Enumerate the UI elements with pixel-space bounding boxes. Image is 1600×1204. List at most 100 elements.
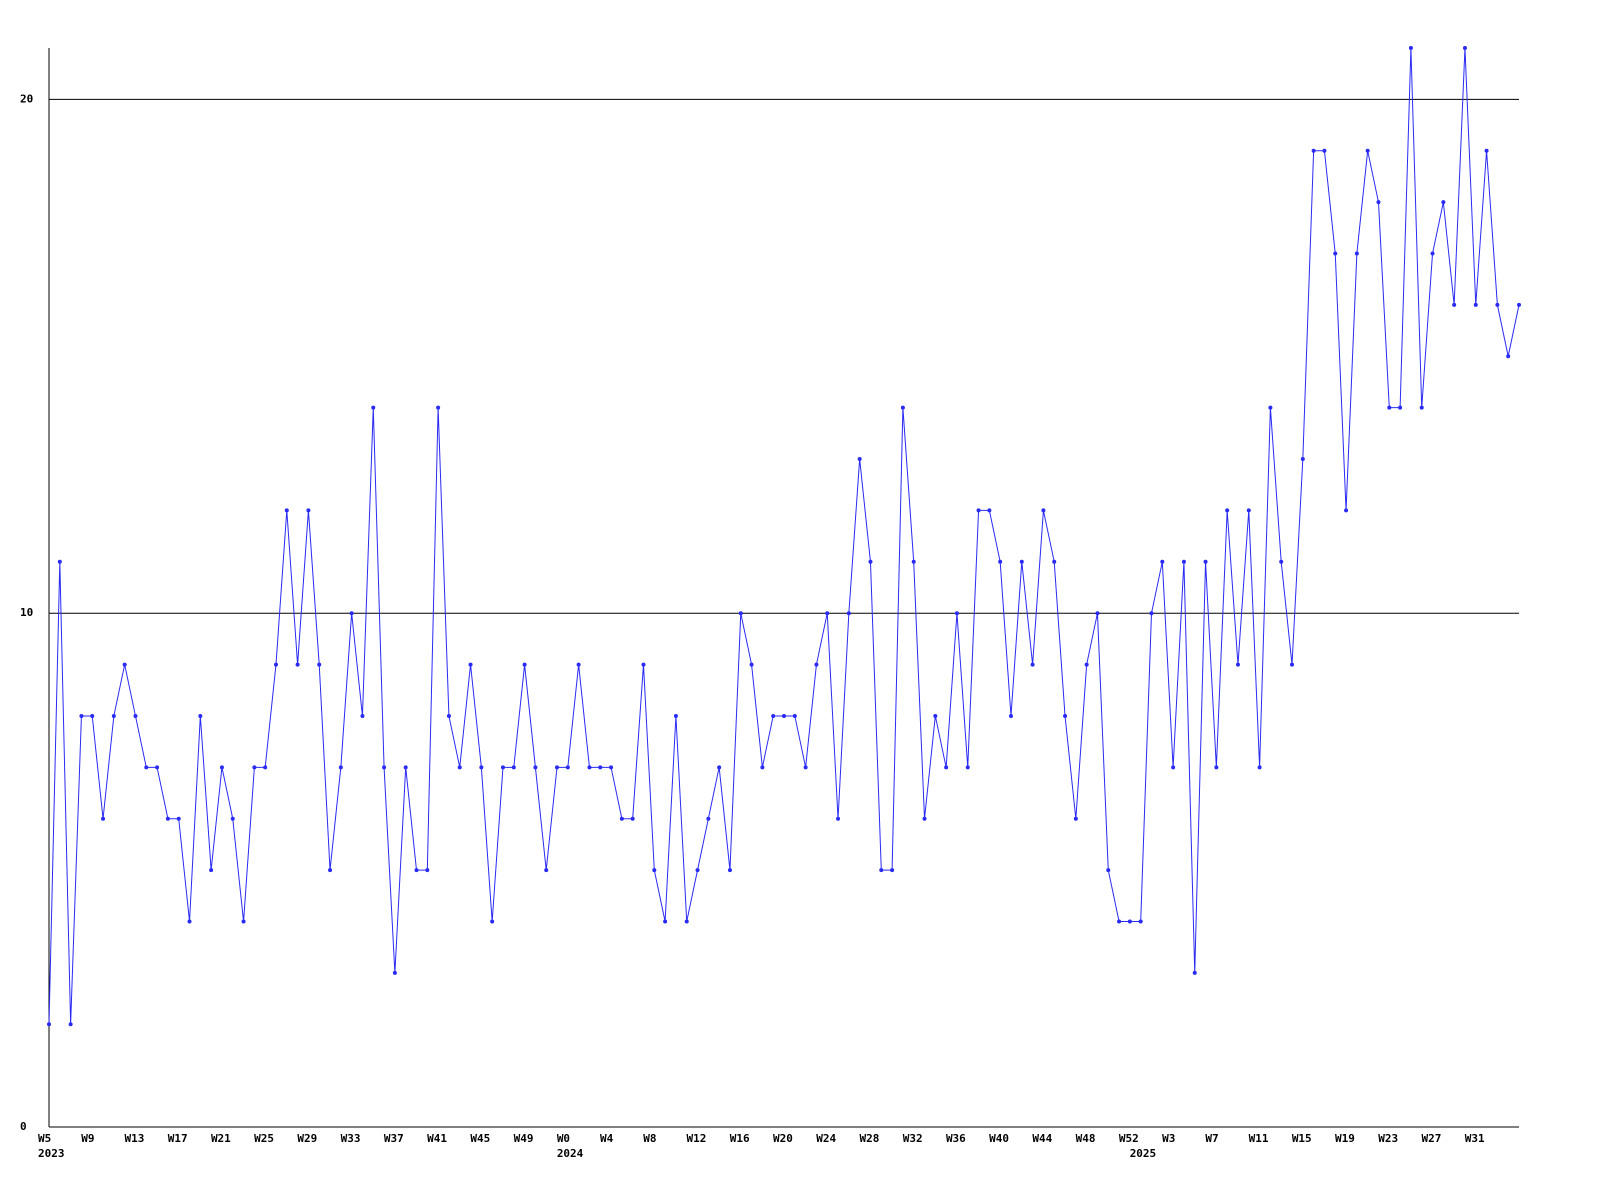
data-point xyxy=(1041,508,1046,513)
data-point xyxy=(57,559,62,564)
x-tick-label: W40 xyxy=(989,1132,1009,1145)
data-point xyxy=(1484,148,1489,153)
data-point xyxy=(1149,611,1154,616)
data-point xyxy=(684,919,689,924)
data-point xyxy=(1019,559,1024,564)
data-point xyxy=(1300,457,1305,462)
data-point xyxy=(414,868,419,873)
x-tick-label: W23 xyxy=(1378,1132,1398,1145)
data-point xyxy=(403,765,408,770)
data-point xyxy=(522,662,527,667)
data-point xyxy=(263,765,268,770)
data-point xyxy=(555,765,560,770)
data-point xyxy=(241,919,246,924)
data-point xyxy=(1181,559,1186,564)
data-point xyxy=(209,868,214,873)
data-point xyxy=(1246,508,1251,513)
data-point xyxy=(738,611,743,616)
x-year-label: 2023 xyxy=(38,1147,65,1160)
data-point xyxy=(965,765,970,770)
data-point xyxy=(663,919,668,924)
x-tick-label: W5 xyxy=(38,1132,51,1145)
data-point xyxy=(890,868,895,873)
data-point xyxy=(1419,405,1424,410)
data-point xyxy=(133,713,138,718)
data-point xyxy=(619,816,624,821)
data-point xyxy=(371,405,376,410)
x-tick-label: W37 xyxy=(384,1132,404,1145)
data-point xyxy=(457,765,462,770)
data-point xyxy=(1333,251,1338,256)
data-point xyxy=(1462,46,1467,50)
data-point xyxy=(533,765,538,770)
x-tick-label: W25 xyxy=(254,1132,274,1145)
data-point xyxy=(836,816,841,821)
x-tick-label: W16 xyxy=(730,1132,750,1145)
data-point xyxy=(803,765,808,770)
data-point xyxy=(490,919,495,924)
data-point xyxy=(1095,611,1100,616)
data-point xyxy=(771,713,776,718)
data-point xyxy=(652,868,657,873)
x-tick-label: W44 xyxy=(1032,1132,1052,1145)
data-point xyxy=(1495,302,1500,307)
data-point xyxy=(1225,508,1230,513)
data-point xyxy=(565,765,570,770)
data-point xyxy=(587,765,592,770)
x-year-label: 2025 xyxy=(1130,1147,1157,1160)
data-point xyxy=(857,457,862,462)
data-point xyxy=(727,868,732,873)
data-point xyxy=(1452,302,1457,307)
x-tick-label: W4 xyxy=(600,1132,614,1145)
data-point xyxy=(219,765,224,770)
data-point xyxy=(1160,559,1165,564)
data-point xyxy=(630,816,635,821)
x-tick-label: W29 xyxy=(297,1132,317,1145)
data-point xyxy=(1290,662,1295,667)
data-point xyxy=(1441,200,1446,205)
data-point xyxy=(165,816,170,821)
data-point xyxy=(1171,765,1176,770)
data-point xyxy=(911,559,916,564)
x-tick-label: W9 xyxy=(81,1132,94,1145)
data-point xyxy=(468,662,473,667)
data-point xyxy=(1063,713,1068,718)
data-point xyxy=(641,662,646,667)
data-point xyxy=(944,765,949,770)
data-point xyxy=(1052,559,1057,564)
data-point xyxy=(1138,919,1143,924)
x-tick-label: W3 xyxy=(1162,1132,1175,1145)
data-point xyxy=(760,765,765,770)
x-tick-label: W45 xyxy=(470,1132,490,1145)
x-tick-label: W7 xyxy=(1205,1132,1218,1145)
x-tick-label: W27 xyxy=(1422,1132,1442,1145)
data-point xyxy=(295,662,300,667)
y-tick-label: 0 xyxy=(20,1120,27,1133)
data-point xyxy=(1127,919,1132,924)
y-tick-label: 20 xyxy=(20,92,33,105)
data-point xyxy=(1430,251,1435,256)
data-point xyxy=(749,662,754,667)
data-point xyxy=(79,713,84,718)
data-point xyxy=(349,611,354,616)
x-tick-label: W0 xyxy=(557,1132,570,1145)
data-point xyxy=(1473,302,1478,307)
data-point xyxy=(1073,816,1078,821)
x-tick-label: W32 xyxy=(903,1132,923,1145)
data-point xyxy=(933,713,938,718)
data-point xyxy=(436,405,441,410)
data-point xyxy=(1354,251,1359,256)
x-tick-label: W12 xyxy=(687,1132,707,1145)
data-point xyxy=(155,765,160,770)
y-tick-label: 10 xyxy=(20,606,33,619)
x-tick-label: W13 xyxy=(124,1132,144,1145)
data-point xyxy=(1344,508,1349,513)
data-point xyxy=(317,662,322,667)
data-point xyxy=(1235,662,1240,667)
data-point xyxy=(792,713,797,718)
data-point xyxy=(1203,559,1208,564)
data-point xyxy=(900,405,905,410)
data-point xyxy=(609,765,614,770)
data-point xyxy=(954,611,959,616)
data-point xyxy=(284,508,289,513)
